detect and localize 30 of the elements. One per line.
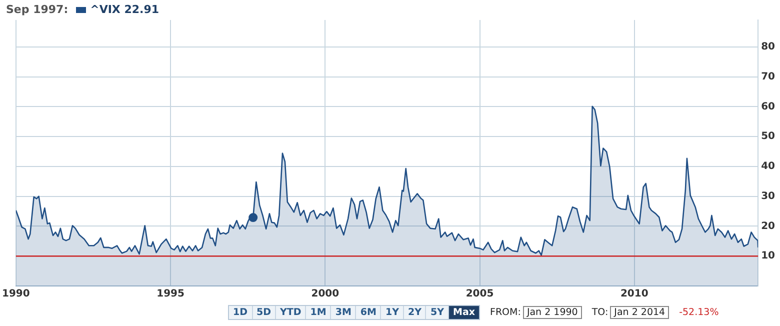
y-tick-label: 60 <box>761 101 776 112</box>
text: 5Y <box>425 306 448 319</box>
y-tick-label: 20 <box>761 220 776 232</box>
y-tick-label: 50 <box>761 131 776 142</box>
text: Jan 2 1990 <box>522 306 582 319</box>
y-tick-label: 30 <box>761 190 776 202</box>
text: -52.13% <box>679 307 719 318</box>
x-tick-label: 2000 <box>311 288 340 300</box>
text: 1D <box>229 306 252 319</box>
text: Max <box>448 306 479 319</box>
y-tick-label: 10 <box>761 250 776 262</box>
text: FROM: <box>490 307 521 318</box>
text: 1Y <box>380 306 403 319</box>
text: 5D <box>252 306 275 319</box>
legend-label: ^VIX 22.91 <box>90 3 160 16</box>
text: YTD <box>275 306 306 319</box>
x-tick-label: 2010 <box>620 288 648 300</box>
x-tick-label: 2005 <box>466 288 494 300</box>
text: 3M <box>330 306 356 319</box>
y-tick-label: 40 <box>761 161 776 172</box>
text: Jan 2 2014 <box>610 306 670 319</box>
y-tick-label: 70 <box>761 71 776 82</box>
text: TO: <box>592 307 608 318</box>
x-tick-label: 1995 <box>156 288 184 300</box>
y-tick-label: 80 <box>761 41 776 52</box>
x-tick-label: 1990 <box>2 288 30 300</box>
text: 6M <box>355 306 380 319</box>
chart-title: Sep 1997: <box>6 3 68 16</box>
text: 1M <box>305 306 330 319</box>
text: 2Y <box>402 306 426 319</box>
